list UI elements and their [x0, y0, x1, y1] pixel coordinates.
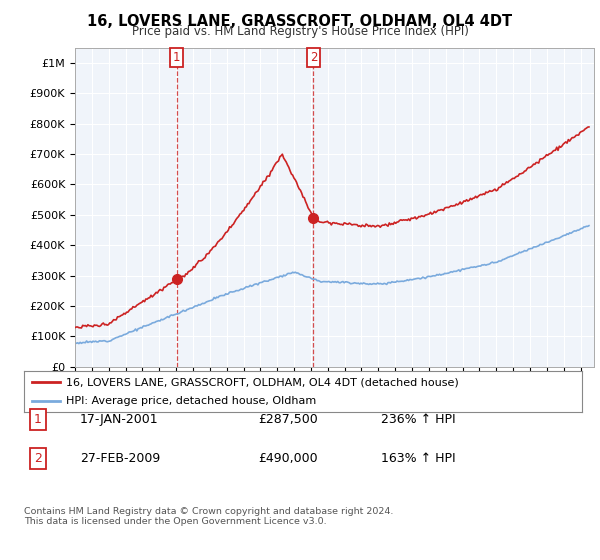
- Text: 16, LOVERS LANE, GRASSCROFT, OLDHAM, OL4 4DT (detached house): 16, LOVERS LANE, GRASSCROFT, OLDHAM, OL4…: [66, 377, 458, 387]
- Text: Contains HM Land Registry data © Crown copyright and database right 2024.
This d: Contains HM Land Registry data © Crown c…: [24, 507, 394, 526]
- Text: 1: 1: [34, 413, 42, 426]
- Text: 27-FEB-2009: 27-FEB-2009: [80, 452, 160, 465]
- Text: £287,500: £287,500: [259, 413, 318, 426]
- Text: HPI: Average price, detached house, Oldham: HPI: Average price, detached house, Oldh…: [66, 396, 316, 405]
- Text: Price paid vs. HM Land Registry's House Price Index (HPI): Price paid vs. HM Land Registry's House …: [131, 25, 469, 38]
- Text: £490,000: £490,000: [259, 452, 318, 465]
- Text: 236% ↑ HPI: 236% ↑ HPI: [381, 413, 456, 426]
- Text: 16, LOVERS LANE, GRASSCROFT, OLDHAM, OL4 4DT: 16, LOVERS LANE, GRASSCROFT, OLDHAM, OL4…: [88, 14, 512, 29]
- Text: 2: 2: [34, 452, 42, 465]
- Text: 17-JAN-2001: 17-JAN-2001: [80, 413, 158, 426]
- Text: 163% ↑ HPI: 163% ↑ HPI: [381, 452, 456, 465]
- Text: 1: 1: [173, 51, 181, 64]
- Text: 2: 2: [310, 51, 317, 64]
